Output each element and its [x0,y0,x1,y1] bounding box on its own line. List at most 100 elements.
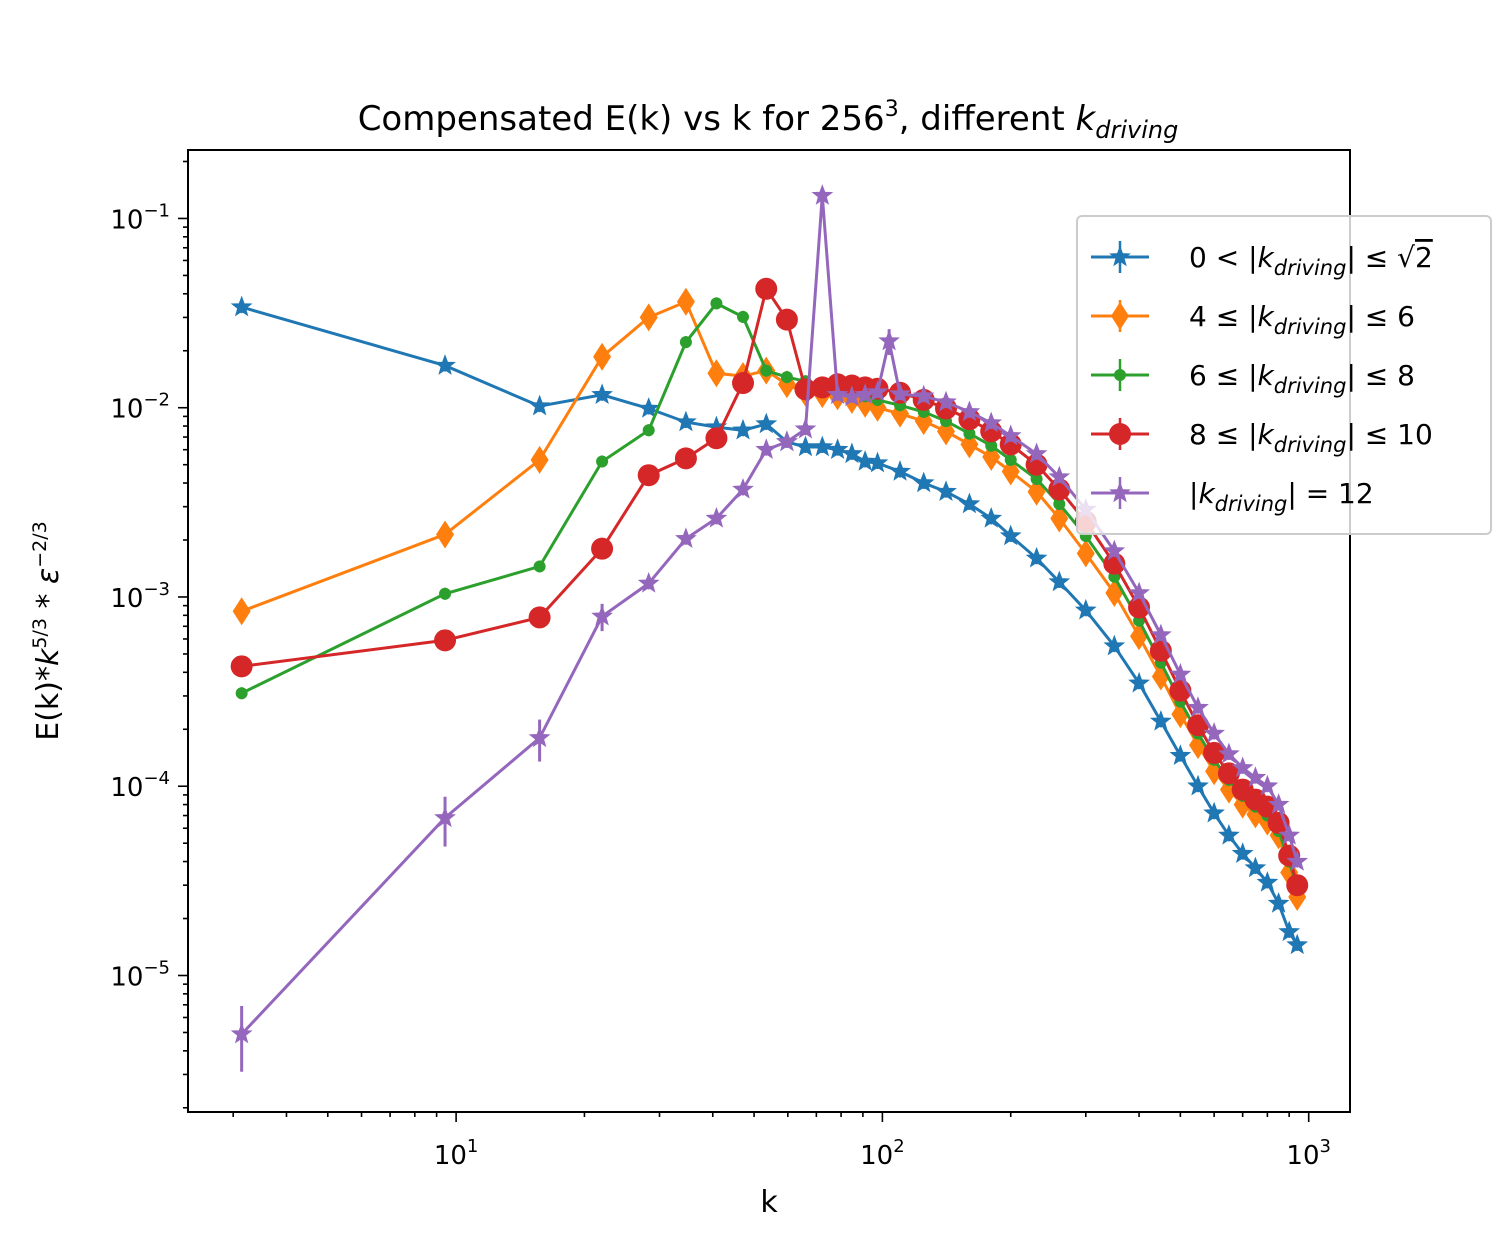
data-point [639,303,658,332]
ylabel-sup: 5/3 [29,618,51,649]
data-point [755,277,778,300]
data-point [999,524,1022,546]
y-tick-exponent: −5 [143,957,170,978]
legend-box [1076,215,1492,535]
data-point [434,806,456,828]
data-point [528,394,551,416]
data-point [596,455,609,468]
data-point [841,442,863,464]
y-tick-label: 10−5 [110,957,170,992]
y-tick-label: 10−3 [110,579,170,614]
legend-subscript: driving [1274,433,1347,457]
data-point [794,378,817,401]
data-point [854,450,877,471]
plot-area [187,149,1351,1113]
x-tick-exponent: 2 [893,1136,904,1157]
y-tick-exponent: −1 [143,200,170,221]
ylabel-main: E(k)* [31,666,66,741]
data-point [705,427,728,450]
title-subscript: driving [1095,116,1178,144]
legend-marker [1109,245,1131,267]
data-point [889,382,911,404]
y-axis-label: E(k)*k5/3 * ε−2/3 [29,521,66,741]
y-tick-base: 10 [110,773,143,803]
y-tick-exponent: −3 [143,579,170,600]
legend-post: | ≤ [1346,241,1397,274]
data-point [1048,570,1071,592]
legend-marker [1111,302,1129,330]
data-point [912,384,935,406]
data-point [866,380,889,402]
data-point [1149,623,1172,645]
data-point [1149,709,1172,731]
legend-sqrt-value: 2 [1415,241,1433,274]
data-point [637,571,660,593]
x-tick-base: 10 [434,1141,467,1171]
data-point [1231,842,1254,863]
legend-k: k [1258,359,1276,392]
legend-item-4: 8 ≤ |kdriving| ≤ 10 [1091,418,1433,457]
legend-item-1: 0 < |kdriving| ≤ √2 [1091,241,1433,280]
data-point [230,655,253,678]
data-point [1244,766,1267,787]
data-point [963,427,976,440]
data-point [935,480,957,501]
data-point [705,506,728,528]
data-point [710,297,723,310]
data-point [780,371,793,384]
data-point [1187,714,1210,737]
x-tick-label: 101 [434,1136,479,1171]
data-point [707,359,726,388]
legend-subscript: driving [1274,256,1347,280]
data-point [528,726,551,748]
ylabel-mid: * [31,584,66,618]
legend-marker [1109,481,1131,503]
data-point [732,418,754,440]
title-mid: , different [899,99,1076,139]
legend-k: k [1258,418,1276,451]
data-point [1169,744,1192,765]
data-point [732,477,754,499]
data-point [980,411,1003,433]
data-point [811,435,834,457]
data-point [1286,850,1309,871]
legend-post: | = 12 [1287,477,1373,510]
legend-pre: | [1189,477,1198,510]
data-point [1203,722,1225,743]
data-point [637,397,660,418]
data-point [1203,741,1226,764]
data-point [1076,539,1095,568]
x-tick-exponent: 1 [467,1136,478,1157]
data-point [679,336,692,349]
data-point [1218,823,1240,845]
data-point [980,506,1003,528]
data-point [878,329,900,351]
data-point [958,492,981,514]
legend-sqrt-sign: √ [1397,241,1415,274]
y-tick-label: 10−2 [110,390,170,425]
legend-label: 8 ≤ |kdriving| ≤ 10 [1189,418,1433,457]
data-point [826,383,849,405]
data-point [434,629,457,652]
legend-marker [1109,423,1131,445]
chart-title-text: Compensated E(k) vs k for 2563, differen… [358,97,1179,144]
data-point [591,537,614,560]
legend-subscript: driving [1274,374,1347,398]
legend-k: k [1198,477,1216,510]
legend-label: |kdriving| = 12 [1189,477,1374,516]
data-point [1074,598,1097,620]
data-point [1217,762,1240,785]
legend-subscript: driving [1215,492,1288,516]
data-point [1256,774,1279,796]
x-tick-exponent: 3 [1320,1136,1331,1157]
data-point [675,527,697,549]
legend-pre: 0 < | [1189,241,1258,274]
legend-pre: 4 ≤ | [1189,300,1258,333]
legend-item-5: |kdriving| = 12 [1091,477,1374,516]
data-point [1278,920,1301,942]
data-point [675,410,697,432]
series-4 [230,277,1309,897]
y-tick-label: 10−4 [110,768,170,803]
legend-item-3: 6 ≤ |kdriving| ≤ 8 [1091,359,1415,398]
